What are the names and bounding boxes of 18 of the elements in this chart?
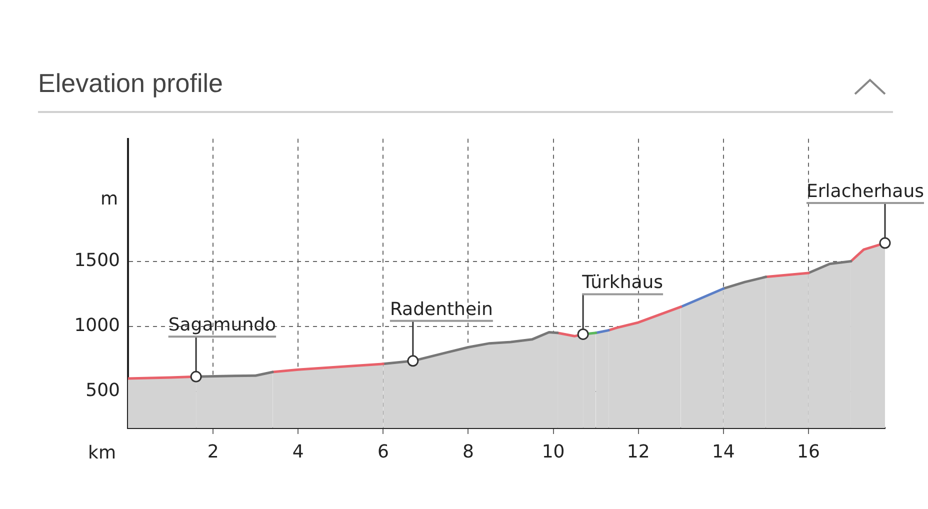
y-axis-title: m	[100, 188, 118, 210]
annotation: Sagamundo	[168, 314, 276, 336]
x-tick-label: 16	[796, 441, 820, 462]
x-tick-label: 12	[626, 441, 650, 462]
x-tick-label: 6	[377, 441, 389, 462]
x-tick-label: 10	[542, 441, 565, 462]
annotation: Radenthein	[390, 298, 493, 320]
y-tick-label: 500	[86, 380, 120, 402]
y-tick-label: 1500	[74, 250, 120, 271]
y-tick-label: 1000	[74, 315, 120, 336]
annotation: Türkhaus	[581, 272, 664, 294]
x-tick-label: 4	[292, 441, 304, 462]
x-tick-label: 14	[712, 441, 735, 462]
x-tick-label: 8	[462, 441, 474, 462]
x-axis-title: km	[88, 442, 116, 464]
x-tick-label: 2	[207, 441, 219, 462]
chart-title: Elevation profile	[38, 68, 223, 99]
annotation: Erlacherhaus	[806, 181, 924, 202]
